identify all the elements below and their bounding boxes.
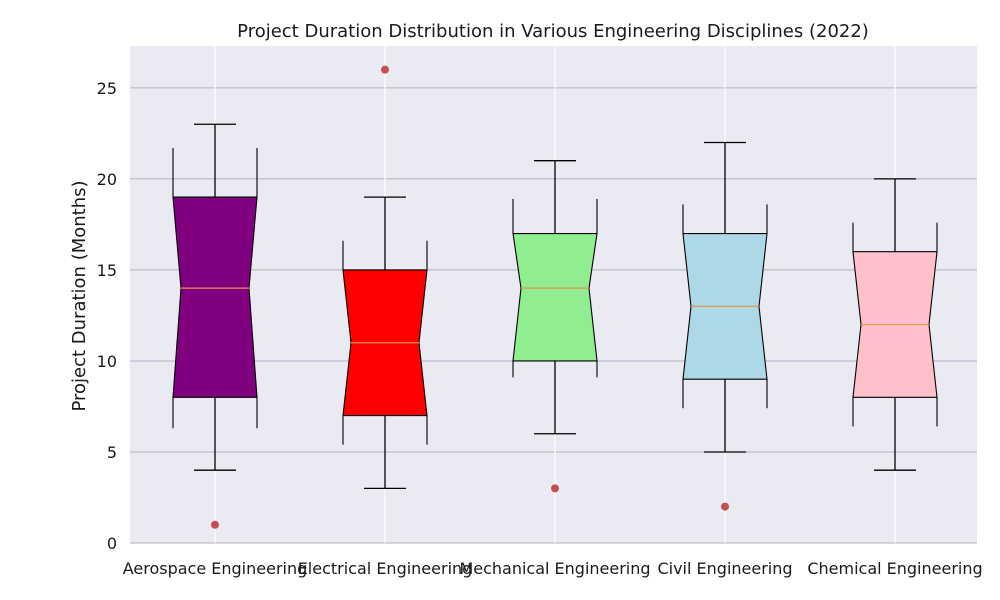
y-tick-label: 20	[97, 170, 117, 189]
category-label: Electrical Engineering	[298, 559, 473, 578]
outlier-point	[721, 502, 729, 511]
y-tick-label: 25	[97, 79, 117, 98]
y-tick-label: 10	[97, 352, 117, 371]
category-label: Aerospace Engineering	[123, 559, 308, 578]
y-tick-label: 15	[97, 261, 117, 280]
outlier-point	[381, 65, 389, 74]
category-label: Mechanical Engineering	[459, 559, 650, 578]
box-chemical-engineering	[852, 178, 938, 471]
y-axis-label: Project Duration (Months)	[69, 180, 90, 411]
category-label: Chemical Engineering	[807, 559, 982, 578]
box-electrical-engineering	[342, 65, 428, 490]
boxes	[172, 65, 938, 529]
y-tick-label: 0	[107, 534, 117, 553]
box-aerospace-engineering	[172, 123, 258, 529]
box-civil-engineering	[682, 141, 768, 511]
y-tick-label: 5	[107, 443, 117, 462]
outlier-point	[211, 520, 219, 529]
outlier-point	[551, 484, 559, 493]
box-mechanical-engineering	[512, 160, 598, 493]
y-axis-ticks: 0 5 10 15 20 25	[97, 79, 117, 553]
chart-title: Project Duration Distribution in Various…	[237, 21, 869, 42]
category-label: Civil Engineering	[657, 559, 792, 578]
